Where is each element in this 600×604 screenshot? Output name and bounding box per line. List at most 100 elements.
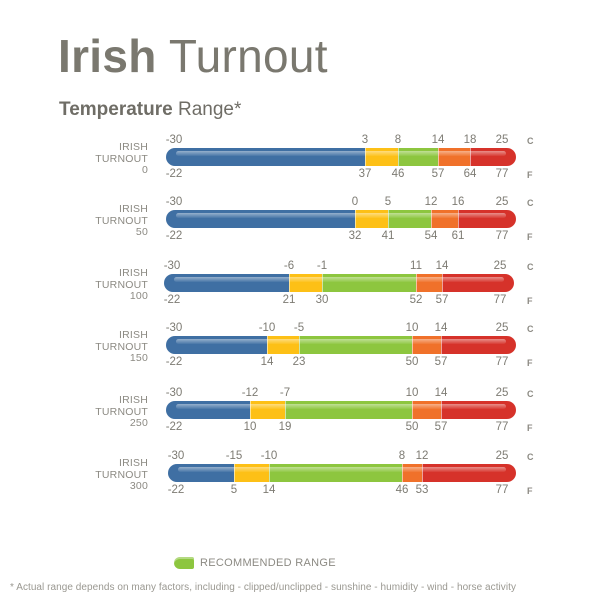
fahrenheit-tick: 5 [230,484,238,496]
chart-row: IRISH TURNOUT 150 -30 -22 -10 14 -5 23 10 50 14 57 25… [0,322,600,376]
fahrenheit-tick: 77 [495,484,509,496]
segment-orange [438,148,470,166]
celsius-tick: -6 [283,260,295,272]
celsius-tick: -30 [165,196,183,208]
chart-row: IRISH TURNOUT 300 -30 -22 -15 5 -10 14 8 46 12 53 25 7… [0,450,600,504]
fahrenheit-tick: 19 [278,421,292,433]
fahrenheit-tick: 46 [391,168,405,180]
row-label: IRISH TURNOUT 300 [95,457,148,493]
row-label: IRISH TURNOUT 250 [95,394,148,430]
row-label-line: 250 [129,417,148,429]
celsius-tick: 5 [384,196,392,208]
celsius-tick: 14 [431,134,445,146]
segment-orange [431,210,458,228]
unit-celsius: C [527,198,534,208]
celsius-tick: 25 [495,196,509,208]
row-label: IRISH TURNOUT 150 [95,329,148,365]
fahrenheit-tick: 54 [424,230,438,242]
celsius-tick: -10 [260,450,278,462]
segment-orange [416,274,442,292]
celsius-tick: -10 [258,322,276,334]
segment-green [322,274,416,292]
celsius-tick: 14 [434,322,448,334]
unit-celsius: C [527,136,534,146]
row-label-line: IRISH [118,203,148,215]
celsius-tick: -30 [167,450,185,462]
segment-orange [412,401,441,419]
fahrenheit-tick: 57 [434,356,448,368]
segment-red [441,401,516,419]
range-bar [164,274,514,292]
row-label: IRISH TURNOUT 0 [95,141,148,177]
celsius-tick: -5 [293,322,305,334]
celsius-tick: 8 [394,134,402,146]
range-bar [166,210,516,228]
unit-celsius: C [527,389,534,399]
fahrenheit-tick: 57 [431,168,445,180]
segment-red [458,210,516,228]
segment-yellow [355,210,388,228]
fahrenheit-tick: 53 [415,484,429,496]
segment-yellow [365,148,398,166]
celsius-tick: -30 [165,322,183,334]
fahrenheit-tick: 41 [381,230,395,242]
unit-fahrenheit: F [527,170,533,180]
row-label-line: TURNOUT [95,405,148,418]
chart-row: IRISH TURNOUT 50 -30 -22 0 32 5 41 12 54 16 61 25 77 C F [0,196,600,250]
segment-yellow [267,336,299,354]
celsius-tick: 11 [410,260,422,272]
unit-fahrenheit: F [527,358,533,368]
fahrenheit-tick: -22 [165,421,183,433]
fahrenheit-tick: -22 [167,484,185,496]
celsius-tick: 25 [495,450,509,462]
segment-yellow [234,464,269,482]
segment-green [398,148,438,166]
fahrenheit-tick: 57 [435,294,449,306]
celsius-tick: 16 [451,196,465,208]
range-bar [168,464,516,482]
row-label-line: 50 [135,226,148,238]
fahrenheit-tick: 50 [405,356,419,368]
celsius-tick: -30 [165,387,183,399]
celsius-tick: 0 [351,196,359,208]
segment-blue [166,401,250,419]
fahrenheit-tick: -22 [163,294,181,306]
fahrenheit-tick: 30 [315,294,329,306]
segment-green [388,210,431,228]
celsius-tick: 14 [435,260,449,272]
segment-green [269,464,402,482]
celsius-tick: 25 [495,322,509,334]
row-label-line: IRISH [118,394,148,406]
celsius-tick: 25 [495,387,509,399]
chart-row: IRISH TURNOUT 0 -30 -22 3 37 8 46 14 57 18 64 25 77 C F [0,134,600,188]
fahrenheit-tick: -22 [165,230,183,242]
row-label-line: IRISH [118,329,148,341]
celsius-tick: -15 [225,450,243,462]
legend-label: RECOMMENDED RANGE [200,557,336,569]
segment-blue [168,464,234,482]
row-label-line: TURNOUT [95,152,148,165]
fahrenheit-tick: 77 [495,421,509,433]
bar-gloss [176,404,506,409]
fahrenheit-tick: 64 [463,168,477,180]
row-label-line: IRISH [118,457,148,469]
chart-row: IRISH TURNOUT 250 -30 -22 -12 10 -7 19 10 50 14 57 25… [0,387,600,441]
segment-red [441,336,516,354]
bar-gloss [176,151,506,156]
fahrenheit-tick: 77 [493,294,507,306]
unit-fahrenheit: F [527,486,533,496]
row-label-line: 150 [129,352,148,364]
range-bar [166,148,516,166]
row-label: IRISH TURNOUT 100 [95,267,148,303]
segment-yellow [289,274,322,292]
legend-swatch-recommended [174,557,194,569]
bar-gloss [174,277,504,282]
range-bar [166,336,516,354]
celsius-tick: -7 [279,387,291,399]
fahrenheit-tick: 37 [358,168,372,180]
fahrenheit-tick: 77 [495,356,509,368]
celsius-tick: 12 [415,450,429,462]
row-label-line: IRISH [118,267,148,279]
segment-red [470,148,516,166]
row-label-line: TURNOUT [95,468,148,481]
